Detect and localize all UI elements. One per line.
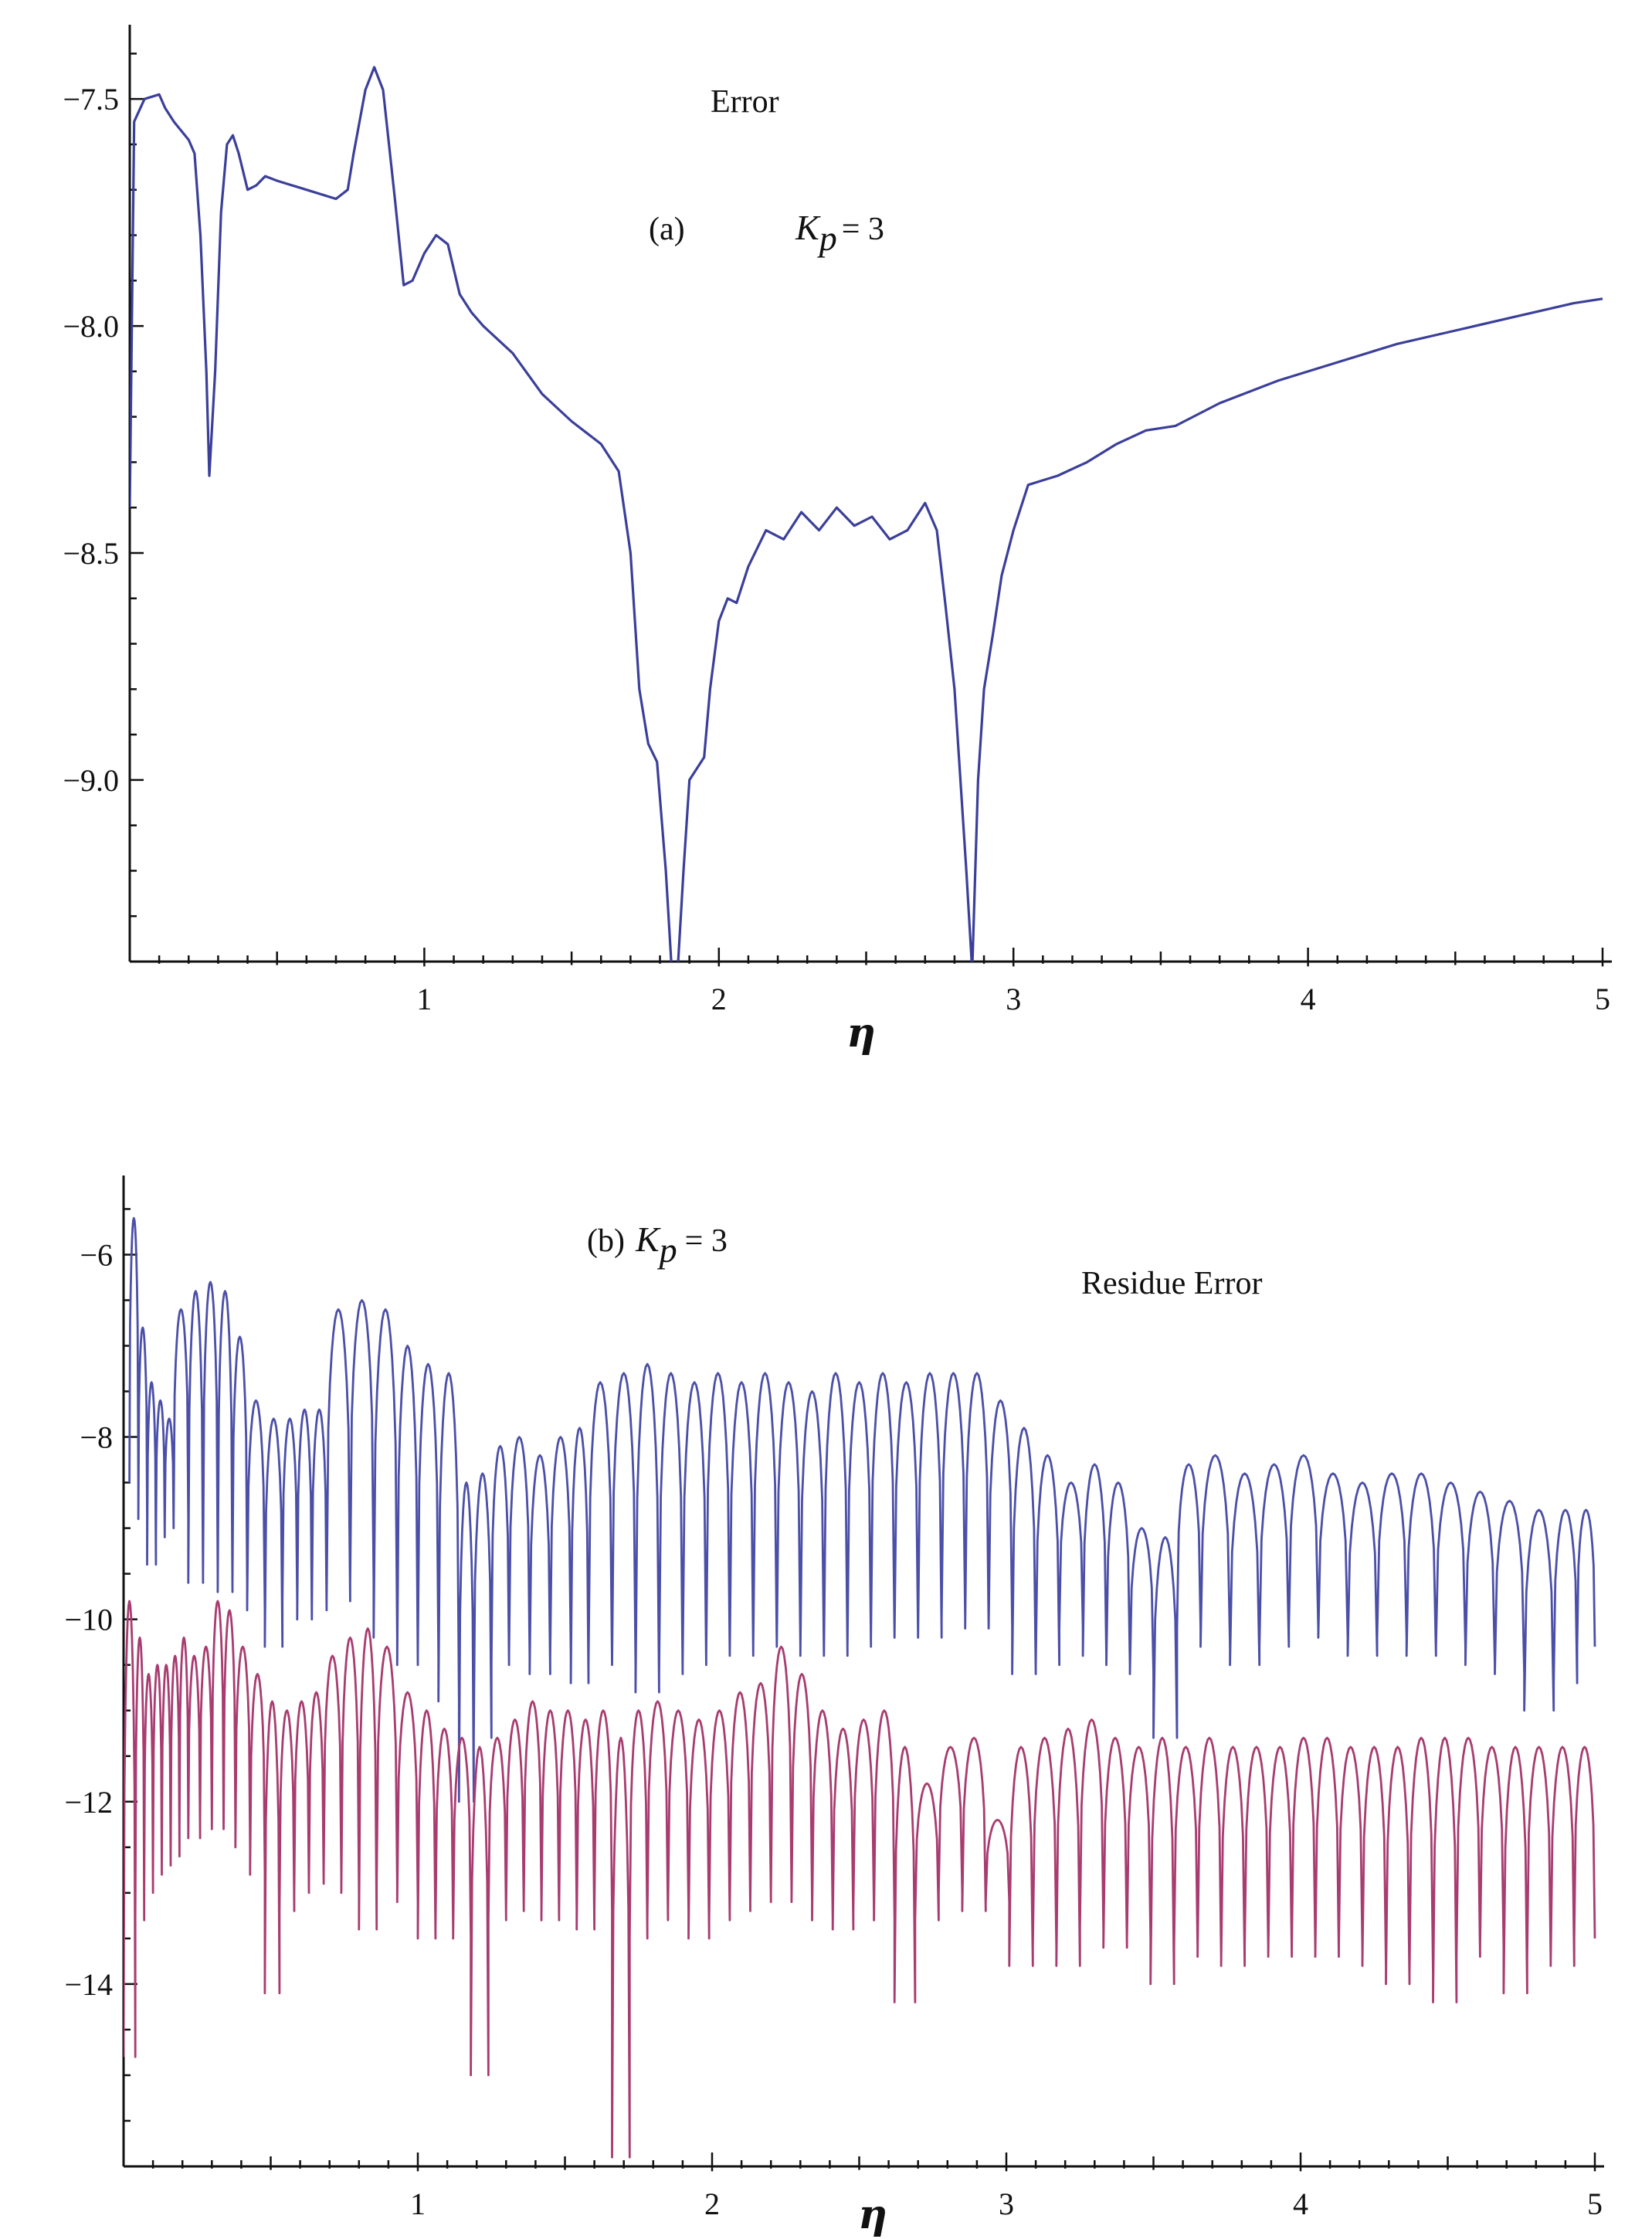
x-tick-label: 5: [1587, 2186, 1603, 2221]
kp-sub-b: p: [657, 1230, 677, 1270]
annotation-residue-error: Residue Error: [1081, 1266, 1262, 1301]
annotation-panel-a: (a): [649, 212, 685, 247]
x-tick-label: 2: [711, 982, 727, 1016]
series-line-red: [124, 1600, 1596, 2159]
y-tick-label: −10: [64, 1603, 113, 1637]
x-tick-label: 1: [416, 982, 432, 1016]
x-tick-label: 2: [704, 2186, 720, 2221]
x-tick-label: 3: [1006, 982, 1021, 1016]
figure-a: 1 2 3 4 5 −7.5 −8.0 −8.5 −9.0 Error (a) Kp = 3 η: [0, 0, 1652, 1081]
annotation-panel-kp-b: (b) Kp = 3: [587, 1220, 728, 1270]
y-tick-label: −8.5: [63, 536, 119, 571]
x-tick-label: 3: [999, 2186, 1014, 2221]
kp-value-b: = 3: [685, 1223, 728, 1259]
kp-symbol-a: K: [795, 208, 821, 247]
series-line-blue: [128, 1216, 1596, 1803]
y-tick-label: −8.0: [63, 309, 119, 344]
y-tick-label: −8: [80, 1420, 113, 1455]
y-tick-label: −12: [64, 1785, 113, 1820]
kp-symbol-b: K: [635, 1220, 661, 1259]
annotation-error: Error: [711, 84, 779, 120]
y-tick-label: −6: [80, 1237, 113, 1272]
x-tick-label: 5: [1595, 982, 1610, 1016]
annotation-panel-b: (b): [587, 1223, 625, 1259]
kp-sub-a: p: [817, 219, 837, 258]
chart-a: 1 2 3 4 5 −7.5 −8.0 −8.5 −9.0 Error (a) Kp = 3 η: [63, 25, 1612, 1057]
x-tick-label: 4: [1293, 2186, 1308, 2221]
series-line-error: [130, 66, 1603, 962]
figure-b: 1 2 3 4 5 −6 −8 −10 −12 −14 (b) Kp = 3 Residue Erro…: [0, 1128, 1652, 2239]
x-tick-label: 4: [1301, 982, 1316, 1016]
kp-value-a: = 3: [842, 212, 884, 247]
x-axis-title-b: η: [858, 2191, 887, 2238]
annotation-kp-a: Kp = 3: [795, 208, 884, 258]
y-tick-label: −14: [64, 1967, 113, 2002]
x-tick-label: 1: [410, 2186, 426, 2221]
chart-b: 1 2 3 4 5 −6 −8 −10 −12 −14 (b) Kp = 3 Residue Erro…: [64, 1175, 1604, 2238]
y-tick-label: −9.0: [63, 763, 119, 798]
x-axis-title-a: η: [846, 1009, 876, 1057]
y-tick-label: −7.5: [63, 82, 119, 117]
